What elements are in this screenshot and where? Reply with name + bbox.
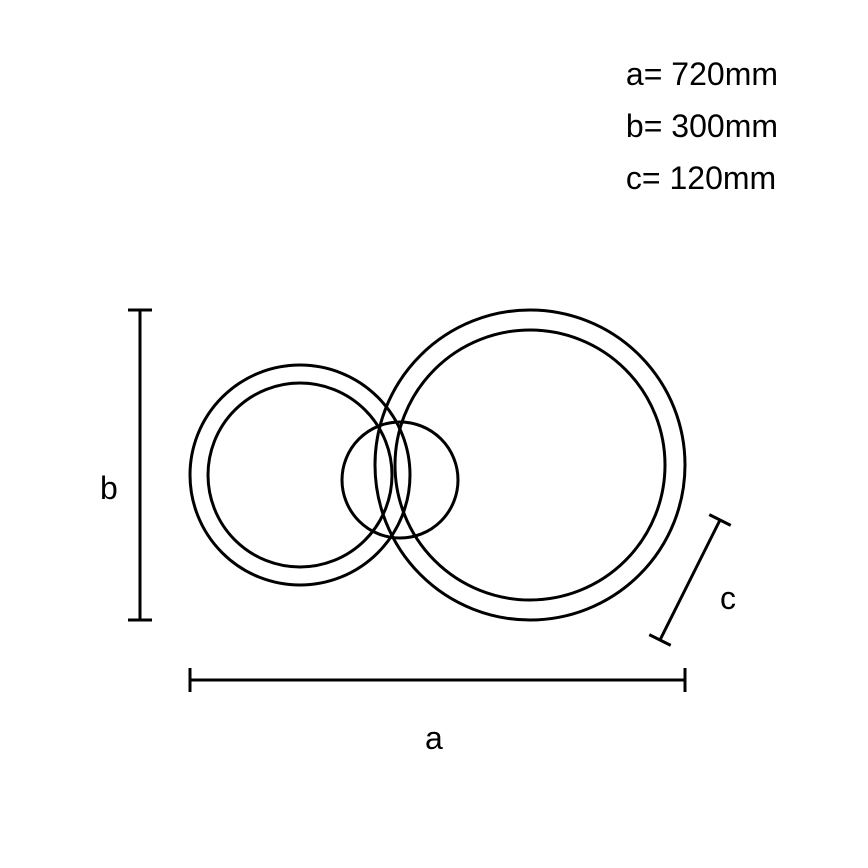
small-ring-outer xyxy=(190,365,410,585)
small-ring-inner xyxy=(208,383,392,567)
dimension-label-c: c xyxy=(720,580,736,617)
dimension-a xyxy=(190,668,685,692)
dimension-label-b: b xyxy=(100,470,118,507)
large-ring-outer xyxy=(375,310,685,620)
dimension-label-a: a xyxy=(425,720,443,757)
large-ring-inner xyxy=(395,330,665,600)
dimension-c xyxy=(649,515,730,646)
dimension-b xyxy=(128,310,152,620)
